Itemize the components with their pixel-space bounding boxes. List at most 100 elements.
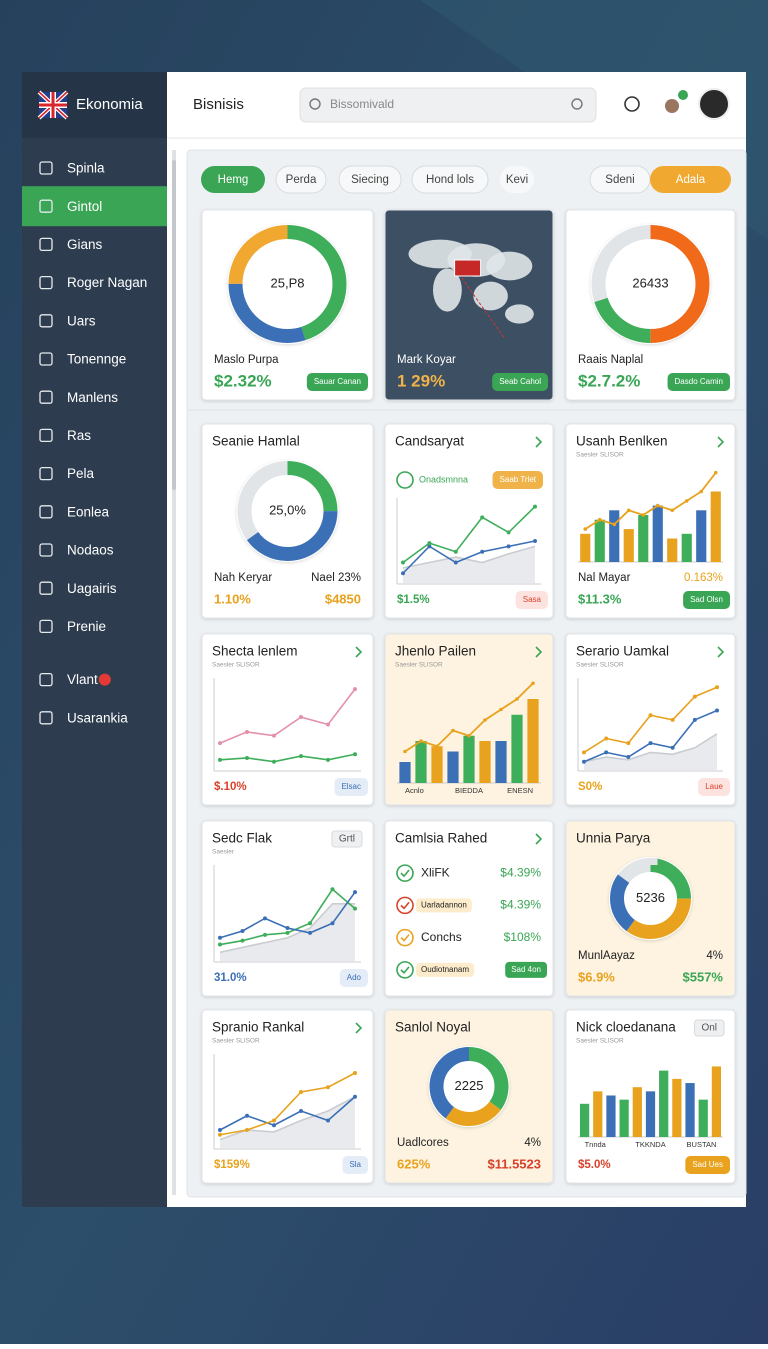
- point: [582, 759, 586, 764]
- donut-segment: [228, 225, 347, 343]
- nav-item[interactable]: Spinla: [67, 161, 105, 176]
- line: [219, 1096, 356, 1131]
- point: [245, 729, 249, 734]
- search-box[interactable]: [299, 87, 597, 123]
- donut-shadow: [590, 224, 711, 344]
- bar: [580, 533, 591, 562]
- nav-item[interactable]: Usarankia: [67, 710, 128, 725]
- card-arrow[interactable]: [717, 646, 725, 658]
- card[interactable]: [201, 633, 374, 806]
- card-value: $5.0%: [578, 1159, 611, 1171]
- nav-item[interactable]: Vlant: [67, 672, 98, 687]
- point: [353, 752, 357, 757]
- bar: [645, 1091, 656, 1137]
- card-arrow[interactable]: [717, 436, 725, 448]
- point: [403, 749, 407, 754]
- card-value: 31.0%: [214, 972, 247, 984]
- card-value: 1.10%: [214, 591, 251, 606]
- donut-segment: [610, 858, 691, 939]
- point: [626, 755, 631, 760]
- card[interactable]: [565, 423, 736, 619]
- tab-label[interactable]: Adala: [676, 174, 706, 186]
- tab-label[interactable]: Hemg: [218, 174, 249, 186]
- pill-text: Ado: [347, 973, 362, 982]
- notification-button[interactable]: [624, 96, 640, 112]
- line: [402, 545, 536, 569]
- scrollbar-thumb[interactable]: [172, 160, 176, 490]
- nav-item[interactable]: Prenie: [67, 619, 106, 634]
- tab[interactable]: [411, 165, 489, 194]
- nav-icon: [39, 199, 53, 213]
- nav-icon: [39, 352, 53, 366]
- card-arrow[interactable]: [355, 646, 363, 658]
- nav-item[interactable]: Tonennge: [67, 352, 126, 367]
- point: [648, 713, 653, 718]
- point: [353, 1094, 357, 1099]
- list-check: [400, 869, 410, 878]
- card-tag[interactable]: Grtl: [339, 834, 355, 845]
- nav-item[interactable]: Uagairis: [67, 581, 117, 596]
- nav-item[interactable]: Manlens: [67, 390, 118, 405]
- point: [263, 932, 267, 937]
- card[interactable]: [384, 423, 554, 619]
- card-value: Nael 23%: [311, 572, 361, 584]
- bar: [632, 1087, 642, 1137]
- tab[interactable]: [500, 166, 534, 193]
- tab[interactable]: [650, 166, 731, 193]
- x-label: BUSTAN: [687, 1140, 717, 1149]
- nav-item[interactable]: Ras: [67, 428, 91, 443]
- point: [272, 1123, 276, 1128]
- point: [218, 1132, 222, 1137]
- card-arrow[interactable]: [535, 646, 543, 658]
- card-tag[interactable]: Onl: [701, 1023, 717, 1034]
- card-subtitle: Saesler SLISOR: [212, 1038, 260, 1045]
- tab[interactable]: [201, 166, 265, 193]
- card[interactable]: [384, 633, 554, 806]
- avatar[interactable]: [698, 88, 730, 120]
- card-arrow[interactable]: [355, 1022, 363, 1034]
- search-button[interactable]: [571, 98, 583, 110]
- tab-label[interactable]: Siecing: [351, 174, 389, 186]
- status-dot: [678, 90, 688, 100]
- point: [401, 560, 405, 565]
- nav-item[interactable]: Pela: [67, 466, 95, 481]
- card-title: Spranio Rankal: [212, 1020, 304, 1035]
- card-value: 4%: [524, 1137, 541, 1149]
- card-value: $557%: [683, 969, 724, 984]
- point: [604, 750, 609, 755]
- card-value: $2.7.2%: [578, 371, 640, 390]
- nav-item[interactable]: Eonlea: [67, 504, 110, 519]
- line: [219, 753, 356, 763]
- pill-text: Sasa: [523, 595, 542, 604]
- nav-item[interactable]: Gians: [67, 237, 103, 252]
- list-icon: [396, 864, 414, 882]
- card-value: $1.5%: [397, 594, 430, 606]
- nav-item[interactable]: Uars: [67, 313, 96, 328]
- nav-item[interactable]: Nodaos: [67, 543, 114, 558]
- tab-label[interactable]: Hond lols: [426, 174, 474, 186]
- tab-label[interactable]: Perda: [286, 174, 317, 186]
- tab[interactable]: [275, 165, 327, 194]
- point: [419, 739, 423, 743]
- x-label: ENESN: [507, 786, 533, 795]
- tab-label[interactable]: Sdeni: [605, 174, 634, 186]
- flag-icon: [37, 90, 69, 120]
- point: [583, 527, 588, 531]
- bar: [696, 510, 707, 562]
- pill: [339, 969, 368, 987]
- card-title: Candsaryat: [395, 434, 464, 449]
- pill-text: Sla: [349, 1160, 361, 1169]
- card-arrow[interactable]: [535, 436, 543, 448]
- nav-item[interactable]: Gintol: [67, 199, 102, 214]
- bar: [672, 1078, 682, 1137]
- tab[interactable]: [338, 165, 402, 194]
- card-title: Nick cloedanana: [576, 1020, 676, 1035]
- nav-item[interactable]: Roger Nagan: [67, 275, 147, 290]
- user-icon[interactable]: [665, 99, 679, 113]
- card-arrow[interactable]: [535, 833, 543, 845]
- tab-label[interactable]: Kevi: [506, 174, 528, 186]
- point: [626, 508, 631, 513]
- point: [272, 733, 276, 738]
- sidebar: [22, 72, 167, 1207]
- pill: [685, 1156, 730, 1174]
